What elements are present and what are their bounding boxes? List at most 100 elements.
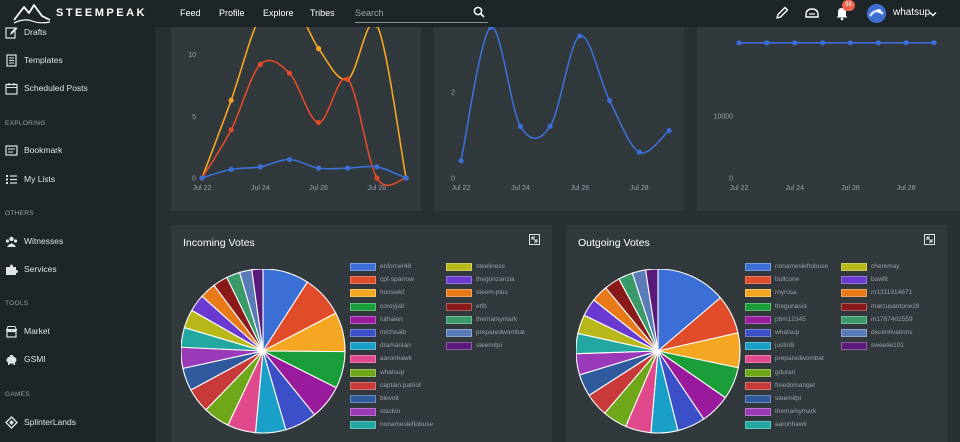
data-point[interactable] [792,40,798,46]
username[interactable]: whatsup [893,7,931,18]
sidebar-item-drafts[interactable]: Drafts [0,22,155,44]
data-point[interactable] [286,70,293,76]
data-point[interactable] [606,97,613,104]
data-point[interactable] [257,61,263,68]
nav-feed[interactable]: Feed [180,8,201,18]
data-point[interactable] [315,165,322,171]
expand-icon[interactable] [924,234,935,245]
data-point[interactable] [403,175,409,181]
sidebar-item-market[interactable]: Market [0,321,155,343]
pie-slice[interactable] [644,269,659,352]
expand-icon[interactable] [529,234,540,245]
data-point[interactable] [315,45,322,52]
data-point[interactable] [257,164,263,170]
data-point[interactable] [228,166,234,172]
sidebar-item-label: SplinterLands [24,417,76,427]
sidebar-item-splinterlands[interactable]: SplinterLands [0,412,155,434]
search-input[interactable] [355,3,488,23]
chart-card-3: 0 10000 Jul 22 Jul 24 Jul 26 Jul 28 [697,27,960,211]
data-point[interactable] [345,165,351,171]
legend-label: freedomanget [775,381,816,389]
legend-label: themarkymark [476,315,518,323]
card-title: Outgoing Votes [578,237,650,249]
data-point[interactable] [286,156,293,163]
pencil-icon[interactable] [774,5,790,21]
wallet-icon[interactable] [804,5,820,21]
legend-label: decentivations [871,329,913,336]
data-point[interactable] [228,97,234,103]
y-tick-label: 10 [188,52,196,59]
sidebar-item-my-lists[interactable]: My Lists [0,169,155,191]
legend-label: michealb [380,329,407,336]
legend-label: thegunasia [775,302,807,310]
legend-swatch [350,302,376,311]
sidebar-item-label: GSMI [24,354,46,364]
legend-swatch [446,329,472,337]
puzzle-icon [6,264,18,275]
data-point[interactable] [875,40,881,46]
top-bar: STEEMPEAK Feed Profile Explore Tribes 36… [0,0,960,27]
sidebar-item-witnesses[interactable]: Witnesses [0,231,155,253]
data-point[interactable] [228,127,234,133]
data-point[interactable] [547,123,553,129]
data-point[interactable] [764,40,770,46]
avatar[interactable] [867,4,886,23]
legend-label: m1787402559 [871,315,913,323]
pie-slice[interactable] [251,269,264,352]
data-point[interactable] [458,158,464,164]
notification-count-badge[interactable]: 36 [842,0,855,11]
sidebar-item-label: Bookmark [24,145,63,155]
data-point[interactable] [577,33,583,39]
y-tick-label: 10000 [714,114,734,121]
sidebar-item-scheduled-posts[interactable]: Scheduled Posts [0,78,155,100]
sidebar-item-services[interactable]: Services [0,259,155,281]
witnesses-icon [5,236,18,247]
legend-label: bowfit [871,276,888,284]
data-point[interactable] [199,175,205,181]
chevron-down-icon[interactable] [929,10,937,18]
legend-swatch [841,263,867,271]
sidebar-item-templates[interactable]: Templates [0,50,155,72]
x-tick-label: Jul 28 [368,185,387,192]
data-point[interactable] [666,128,672,134]
data-point[interactable] [374,175,380,181]
sidebar-item-label: Witnesses [24,236,64,246]
legend-swatch [350,381,376,390]
data-point[interactable] [903,40,909,46]
nav-profile[interactable]: Profile [219,8,245,18]
data-point[interactable] [636,149,642,155]
splinterlands-icon [5,416,18,429]
legend-swatch [745,276,771,285]
data-point[interactable] [847,40,854,46]
data-point[interactable] [345,76,351,82]
data-point[interactable] [517,123,524,129]
data-point[interactable] [315,119,322,126]
data-point[interactable] [736,40,742,46]
pie-slice[interactable] [657,269,722,353]
legend-swatch [350,368,376,377]
legend-label: enforcer48 [380,263,412,270]
legend-label: pbm12345 [775,315,806,323]
legend-label: stackin [380,408,401,416]
nav-tribes[interactable]: Tribes [310,8,335,18]
sidebar-item-gsmi[interactable]: GSMI [0,349,155,371]
sidebar-item-bookmark[interactable]: Bookmark [0,140,155,162]
legend-label: sweetie101 [871,342,904,350]
data-point[interactable] [374,164,380,170]
data-point[interactable] [819,40,826,46]
legend-label: cpt-sparrow [380,276,414,284]
legend-label: steem-plus [476,289,508,297]
legend-swatch [745,289,771,298]
data-point[interactable] [931,40,937,46]
legend-swatch [745,368,771,377]
section-exploring: EXPLORING [5,120,46,127]
search-icon[interactable] [473,6,485,18]
market-icon [6,326,17,338]
sidebar-item-label: Templates [24,55,63,65]
nav-explore[interactable]: Explore [263,8,294,18]
legend-swatch [350,263,376,271]
line-chart-3: 0 10000 Jul 22 Jul 24 Jul 26 Jul 28 [714,40,937,192]
legend-swatch [745,342,771,351]
steempeak-mountain-logo[interactable] [12,2,52,24]
brand-name[interactable]: STEEMPEAK [56,7,147,19]
